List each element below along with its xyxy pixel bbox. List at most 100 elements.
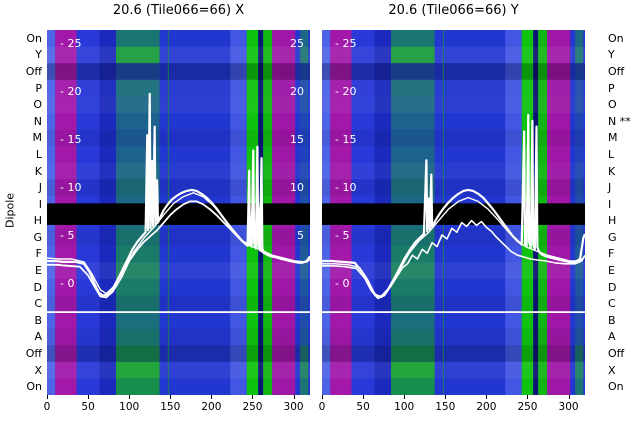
spectrum-line (322, 221, 585, 299)
flagged-black-band (47, 203, 310, 225)
heatmap-green-band (300, 146, 309, 163)
heatmap-green-band (300, 79, 309, 97)
row-shade (47, 179, 310, 196)
dipole-row-label-right: L (608, 147, 615, 161)
x-tick-mark (211, 395, 213, 399)
dipole-row-label-right: K (608, 164, 616, 178)
dipole-row-label-left: F (35, 247, 42, 261)
row-shade (47, 262, 310, 279)
heatmap-green-band (391, 79, 435, 97)
heatmap-green-band (391, 361, 435, 379)
x-tick-label: 300 (283, 401, 304, 413)
inner-scale-label-left: - 5 (60, 229, 75, 242)
left-heatmap-panel (47, 30, 310, 395)
heatmap-green-band (575, 46, 584, 64)
row-shade (47, 96, 310, 113)
dipole-row-label-left: N (33, 114, 42, 128)
row-shade (47, 229, 310, 246)
heatmap-green-band (391, 46, 435, 64)
heatmap-green-band (300, 129, 309, 147)
heatmap-green-band (300, 30, 309, 47)
heatmap-green-band (575, 245, 584, 263)
heatmap-green-band (391, 129, 435, 147)
inner-scale-label-left: - 25 (60, 37, 82, 50)
inner-scale-label-left: - 10 (335, 181, 357, 194)
x-tick-label: 100 (394, 401, 415, 413)
heatmap-green-band (575, 146, 584, 163)
row-shade (322, 328, 585, 346)
x-tick-label: 200 (476, 401, 497, 413)
row-shade (47, 63, 310, 80)
heatmap-green-band (116, 361, 160, 379)
heatmap-green-band (575, 30, 584, 47)
x-tick-label: 150 (160, 401, 181, 413)
x-tick-mark (404, 395, 406, 399)
dipole-row-label-left: O (33, 98, 42, 112)
heatmap-green-band (575, 295, 584, 313)
heatmap-green-band (575, 345, 584, 362)
heatmap-green-band (391, 96, 435, 113)
heatmap-green-band (575, 229, 584, 246)
heatmap-green-band (116, 63, 160, 80)
dipole-row-label-left: E (35, 264, 42, 278)
inner-scale-label-left: - 10 (60, 181, 82, 194)
x-tick-label: 50 (81, 401, 95, 413)
heatmap-green-band (300, 245, 309, 263)
heatmap-green-band (575, 179, 584, 196)
heatmap-green-band (116, 328, 160, 346)
heatmap-green-band (575, 361, 584, 379)
x-tick-mark (129, 395, 131, 399)
row-shade (322, 162, 585, 180)
dipole-row-label-left: M (32, 131, 43, 145)
inner-scale-label-left: - 25 (335, 37, 357, 50)
dipole-row-label-right: B (608, 313, 616, 327)
heatmap-green-band (391, 112, 435, 130)
heatmap-green-band (116, 278, 160, 296)
dipole-row-label-left: On (26, 31, 42, 45)
dipole-row-label-right: Y (608, 48, 615, 62)
heatmap-green-band (391, 328, 435, 346)
dipole-row-label-right: A (608, 330, 616, 344)
heatmap-green-band (391, 295, 435, 313)
heatmap-green-band (300, 112, 309, 130)
dipole-row-label-left: G (33, 230, 42, 244)
dipole-row-label-right: Off (608, 347, 625, 361)
heatmap-green-band (300, 46, 309, 64)
row-shade (322, 229, 585, 246)
row-shade (322, 295, 585, 313)
dipole-row-label-right: I (608, 197, 612, 211)
inner-scale-label-left: - 0 (335, 277, 350, 290)
heatmap-green-band (391, 278, 435, 296)
left-plot-title: 20.6 (Tile066=66) X (112, 3, 245, 18)
dipole-row-label-left: H (33, 214, 42, 228)
heatmap-green-band (116, 30, 160, 47)
row-shade (47, 162, 310, 180)
heatmap-green-band (116, 46, 160, 64)
heatmap-green-band (575, 312, 584, 329)
dipole-row-label-left: C (34, 297, 42, 311)
x-tick-label: 300 (558, 401, 579, 413)
spectrum-line (322, 115, 585, 297)
dipole-row-label-right: On (608, 380, 624, 394)
x-tick-mark (363, 395, 365, 399)
row-shade (47, 46, 310, 64)
x-tick-mark (170, 395, 172, 399)
inner-scale-label-left: - 15 (335, 133, 357, 146)
x-tick-label: 250 (517, 401, 538, 413)
dipole-row-label-right: N ** (608, 114, 631, 128)
inner-scale-label-left: - 20 (335, 85, 357, 98)
heatmap-green-band (575, 328, 584, 346)
x-tick-mark (568, 395, 570, 399)
inner-scale-label-right: 20 (290, 85, 304, 98)
inner-scale-label-right: 5 (297, 229, 304, 242)
heatmap-green-band (575, 112, 584, 130)
heatmap-green-band (300, 295, 309, 313)
heatmap-green-band (116, 112, 160, 130)
x-tick-label: 150 (435, 401, 456, 413)
row-shade (322, 63, 585, 80)
dipole-row-label-right: J (608, 181, 612, 195)
row-shade (47, 79, 310, 97)
dipole-row-label-left: L (35, 147, 42, 161)
heatmap-green-band (300, 278, 309, 296)
